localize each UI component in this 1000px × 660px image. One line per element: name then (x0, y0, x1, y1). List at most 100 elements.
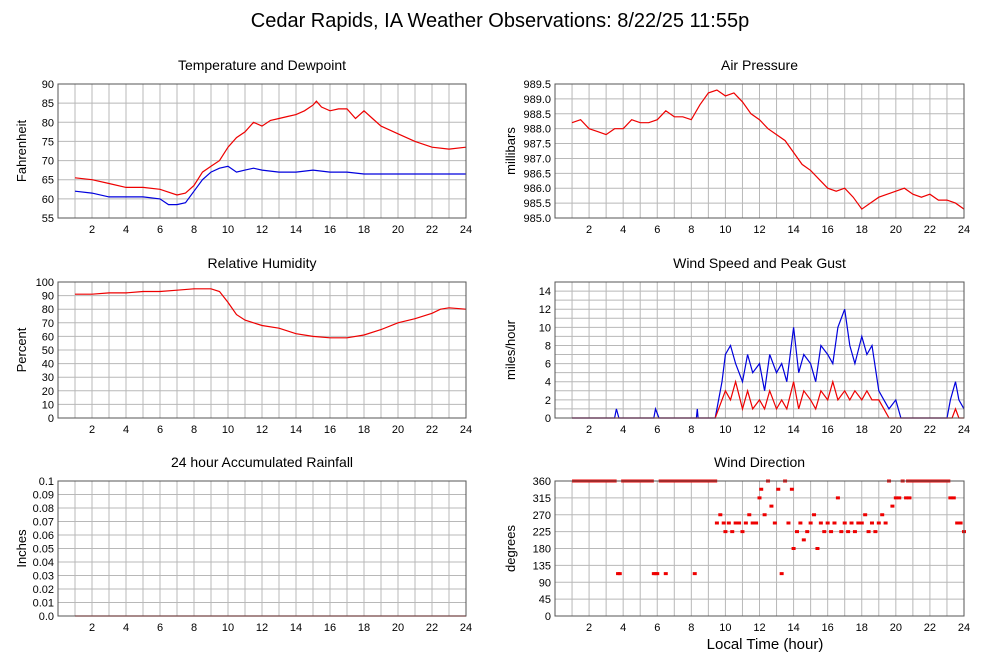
x-tick-label: 8 (191, 622, 197, 634)
data-point (617, 572, 622, 576)
y-tick-label: 988.0 (523, 124, 551, 136)
x-tick-label: 4 (123, 622, 129, 634)
x-tick-label: 20 (890, 622, 902, 634)
data-point (801, 538, 806, 542)
data-point (726, 521, 731, 525)
x-tick-label: 14 (290, 224, 302, 236)
chart-pressure: 2 4 6 8 10 12 14 16 18 20 22 24985.0985.5986.0986.5… (503, 57, 970, 236)
data-point (663, 572, 668, 576)
x-tick-label: 20 (392, 622, 404, 634)
y-tick-label: 75 (42, 136, 54, 148)
data-point (893, 496, 898, 500)
data-point (876, 521, 881, 525)
y-tick-label: 80 (42, 304, 54, 316)
x-tick-label: 16 (324, 622, 336, 634)
y-tick-label: 986.5 (523, 168, 551, 180)
x-tick-label: 4 (620, 424, 626, 436)
y-tick-label: 0.04 (33, 557, 54, 569)
chart-title: Wind Speed and Peak Gust (673, 255, 846, 271)
data-point (723, 530, 728, 534)
y-tick-label: 0.02 (33, 584, 54, 596)
data-series (571, 89, 965, 210)
x-tick-label: 12 (256, 424, 268, 436)
y-tick-label: 0.01 (33, 598, 54, 610)
y-axis-label: miles/hour (503, 319, 518, 380)
data-point (825, 521, 830, 525)
y-tick-label: 315 (533, 493, 551, 505)
y-tick-label: 0 (545, 413, 551, 425)
data-point (789, 487, 794, 491)
x-tick-label: 20 (392, 424, 404, 436)
chart-title: Wind Direction (714, 454, 805, 470)
data-point (772, 521, 777, 525)
plot-frame (57, 83, 467, 219)
y-tick-label: 987.5 (523, 139, 551, 151)
y-tick-label: 986.0 (523, 183, 551, 195)
data-point (759, 487, 764, 491)
x-tick-label: 10 (222, 622, 234, 634)
y-tick-label: 989.5 (523, 79, 551, 91)
x-tick-label: 2 (586, 622, 592, 634)
x-tick-label: 16 (822, 224, 834, 236)
data-point (835, 496, 840, 500)
x-tick-label: 6 (157, 622, 163, 634)
y-tick-label: 50 (42, 345, 54, 357)
y-tick-label: 0.03 (33, 571, 54, 583)
x-tick-label: 2 (89, 622, 95, 634)
x-tick-label: 6 (654, 424, 660, 436)
y-tick-label: 988.5 (523, 109, 551, 121)
data-point (907, 496, 912, 500)
data-point (740, 530, 745, 534)
page-title: Cedar Rapids, IA Weather Observations: 8… (250, 10, 750, 32)
data-point (692, 572, 697, 576)
y-tick-label: 12 (539, 304, 551, 316)
x-tick-label: 6 (654, 622, 660, 634)
chart-title: 24 hour Accumulated Rainfall (171, 454, 353, 470)
x-tick-label: 24 (958, 622, 970, 634)
data-point (750, 521, 755, 525)
y-tick-label: 0.08 (33, 503, 54, 515)
y-tick-label: 135 (533, 560, 551, 572)
x-tick-label: 22 (426, 622, 438, 634)
y-tick-label: 0.05 (33, 544, 54, 556)
data-point (794, 530, 799, 534)
data-point (714, 521, 719, 525)
y-tick-label: 10 (539, 322, 551, 334)
y-tick-label: 10 (42, 399, 54, 411)
x-tick-label: 14 (787, 224, 799, 236)
x-tick-label: 10 (719, 224, 731, 236)
chart-title: Relative Humidity (208, 255, 317, 271)
data-series (572, 379, 964, 419)
x-tick-label: 6 (157, 224, 163, 236)
data-series (74, 100, 467, 196)
x-tick-label: 20 (392, 224, 404, 236)
y-tick-label: 65 (42, 175, 54, 187)
data-point (839, 530, 844, 534)
data-point (890, 504, 895, 508)
x-tick-label: 22 (426, 224, 438, 236)
x-tick-label: 2 (89, 224, 95, 236)
x-tick-label: 4 (620, 622, 626, 634)
data-point (743, 521, 748, 525)
x-tick-label: 24 (958, 224, 970, 236)
x-tick-label: 10 (222, 424, 234, 436)
chart-title: Temperature and Dewpoint (178, 57, 346, 73)
data-point (880, 513, 885, 517)
y-tick-label: 0 (545, 611, 551, 623)
y-tick-label: 0.07 (33, 517, 54, 529)
y-tick-label: 85 (42, 98, 54, 110)
y-axis-label: degrees (503, 525, 518, 572)
x-tick-label: 18 (358, 224, 370, 236)
data-point (791, 547, 796, 550)
x-tick-label: 2 (89, 424, 95, 436)
data-point (856, 521, 861, 525)
x-tick-label: 2 (586, 224, 592, 236)
x-tick-label: 6 (157, 424, 163, 436)
x-tick-label: 8 (191, 224, 197, 236)
data-point (863, 513, 868, 517)
data-point (842, 521, 847, 525)
x-tick-label: 18 (358, 424, 370, 436)
x-tick-label: 12 (753, 622, 765, 634)
x-tick-label: 24 (460, 424, 472, 436)
